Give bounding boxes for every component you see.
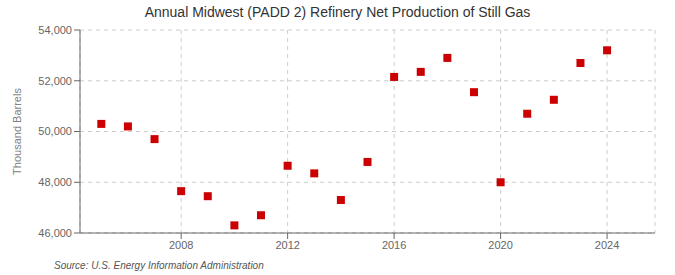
svg-text:2012: 2012 bbox=[275, 239, 299, 251]
svg-text:52,000: 52,000 bbox=[38, 75, 72, 87]
svg-text:2008: 2008 bbox=[169, 239, 193, 251]
svg-text:48,000: 48,000 bbox=[38, 176, 72, 188]
svg-text:50,000: 50,000 bbox=[38, 125, 72, 137]
svg-text:54,000: 54,000 bbox=[38, 24, 72, 36]
html-text:Annual Midwest (PADD 2) Refine: Annual Midwest (PADD 2) Refinery Net Pro… bbox=[144, 4, 531, 20]
svg-text:2020: 2020 bbox=[488, 239, 512, 251]
svg-text:46,000: 46,000 bbox=[38, 227, 72, 239]
html-text:Source: U.S. Energy Informatio: Source: U.S. Energy Information Administ… bbox=[54, 260, 264, 271]
svg-text:Thousand Barrels: Thousand Barrels bbox=[11, 88, 23, 175]
svg-text:2016: 2016 bbox=[382, 239, 406, 251]
svg-text:2024: 2024 bbox=[595, 239, 619, 251]
